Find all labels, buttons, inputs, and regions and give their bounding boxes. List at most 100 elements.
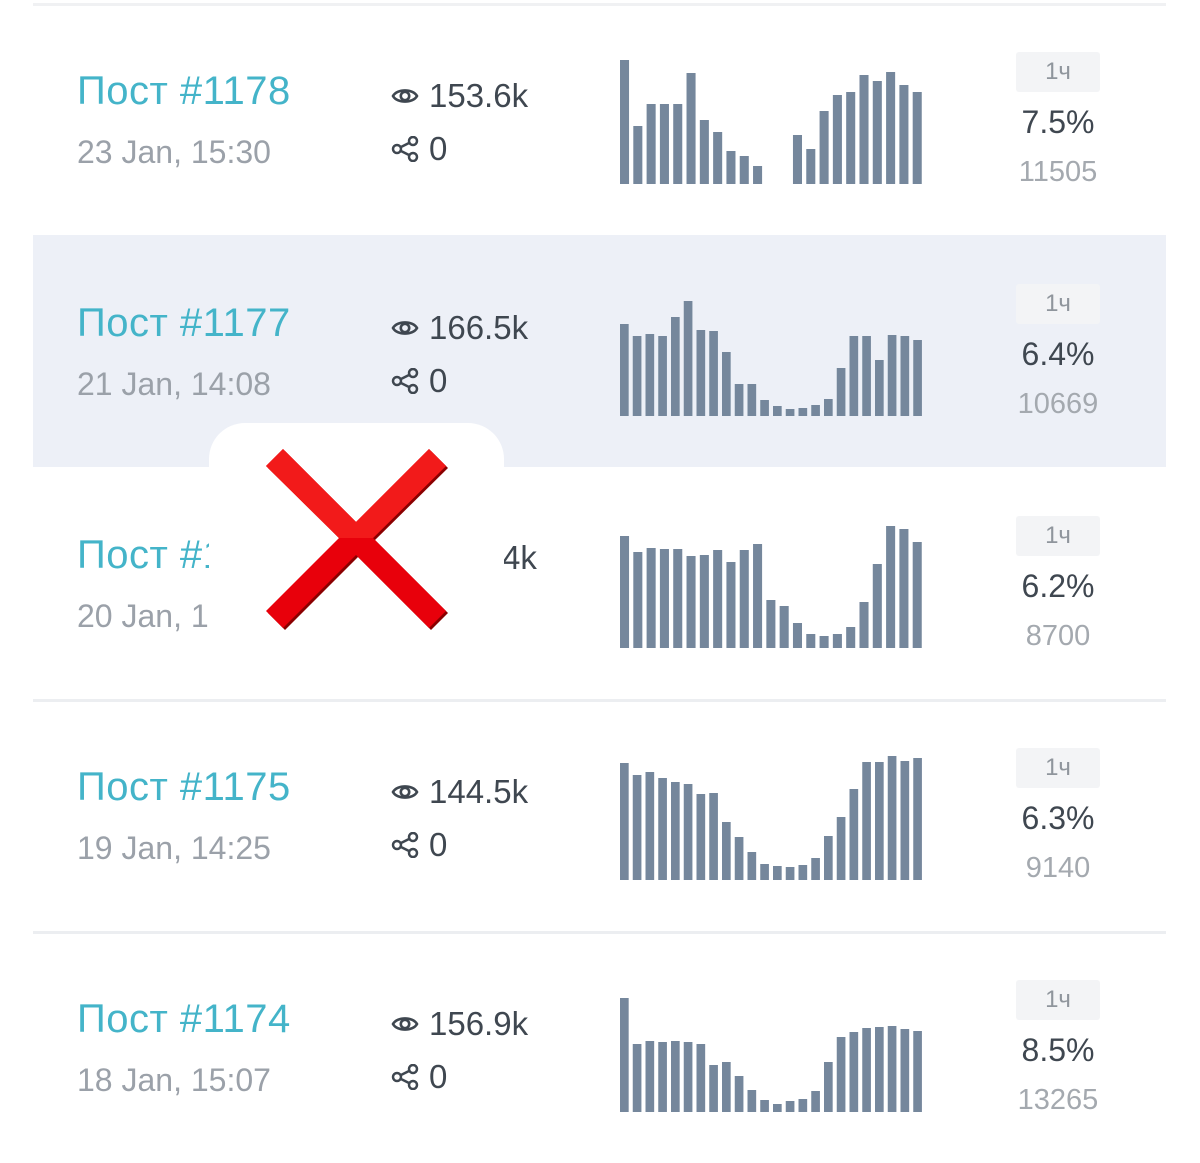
spark-bar [683,784,693,880]
views-count: 166.5k [391,309,528,347]
post-row[interactable]: Пост #1178 23 Jan, 15:30 153.6k 0 1ч 7.5% 1150… [33,3,1166,235]
spark-bar [699,555,709,648]
spark-bar [673,549,683,648]
spark-bar [683,1042,693,1112]
spark-bar [658,336,667,416]
spark-bar [773,866,782,880]
spark-bar [862,336,871,416]
spark-bar [875,360,884,416]
spark-bar [887,1026,897,1112]
reach-count: 10669 [1017,388,1099,420]
spark-bar [912,542,922,648]
spark-bar [846,92,856,184]
spark-bar [792,623,803,648]
spark-bar [872,564,882,648]
eye-icon [391,321,419,335]
spark-bar [846,627,856,648]
spark-bar [696,794,706,880]
spark-bar [913,340,922,416]
post-date: 23 Jan, 15:30 [77,134,271,170]
spark-bar [811,1091,820,1112]
top-divider [33,3,1166,6]
spark-bar [824,399,833,416]
spark-bar [792,135,803,184]
reach-count: 11505 [1018,156,1098,188]
spark-bar [875,762,884,880]
spark-bar [862,1028,871,1112]
spark-bar [645,1041,655,1112]
spark-bar [849,789,859,880]
spark-bar [671,1041,680,1112]
post-row[interactable]: Пост #1177 21 Jan, 14:08 166.5k 0 1ч 6.4% 1066… [33,235,1166,467]
spark-bar [696,1044,706,1112]
spark-bar [620,763,629,880]
views-sparkline [620,60,922,184]
period-badge: 1ч [1016,748,1100,788]
post-row[interactable]: Пост #1176 20 Jan, 1 4k 1ч 6.2% 8700 [33,467,1166,702]
spark-bar [709,793,718,880]
spark-bar [779,606,789,648]
period-badge: 1ч [1016,980,1100,1020]
views-count: 144.5k [391,773,528,811]
spark-bar [747,1090,757,1112]
eye-icon [391,785,419,799]
spark-bar [806,149,816,184]
spark-bar [753,166,763,184]
engagement-percent: 6.4% [1021,336,1095,372]
reach-count: 8700 [1025,620,1091,652]
spark-bar [836,368,846,416]
spark-bar [659,549,669,648]
shares-count: 0 [391,130,447,168]
spark-bar [645,334,655,416]
views-sparkline [620,526,922,648]
eye-icon [391,1017,419,1031]
post-date: 20 Jan, 1 [77,598,209,634]
post-title[interactable]: Пост #1175 [77,765,291,809]
post-row[interactable]: Пост #1174 18 Jan, 15:07 156.9k 0 1ч 8.5% 1326… [33,931,1166,1163]
engagement-percent: 6.3% [1021,800,1095,836]
spark-bar [671,782,680,880]
spark-bar [875,1027,884,1112]
spark-bar [887,335,897,416]
spark-bar [859,75,869,184]
shares-value: 0 [429,362,448,399]
spark-bar [849,336,859,416]
spark-bar [671,317,680,416]
spark-bar [806,634,816,648]
spark-bar [633,552,643,648]
spark-bar [913,758,922,880]
spark-bar [686,73,696,184]
post-date: 21 Jan, 14:08 [77,366,271,402]
spark-bar [686,556,696,648]
shares-count: 0 [391,1058,447,1096]
spark-bar [747,384,757,416]
reach-count: 13265 [1017,1084,1099,1116]
post-title[interactable]: Пост #1178 [77,69,291,113]
shares-count: 0 [391,362,447,400]
post-title[interactable]: Пост #1177 [77,301,291,345]
spark-bar [798,865,808,880]
spark-bar [673,104,683,184]
share-icon [391,368,419,394]
share-icon [391,1064,419,1090]
spark-bar [824,1062,833,1112]
spark-bar [632,1044,642,1112]
spark-bar [832,634,842,648]
spark-bar [713,550,723,648]
spark-bar [760,864,769,880]
post-title[interactable]: Пост #1174 [77,997,291,1041]
spark-bar [633,126,643,184]
views-count: 153.6k [391,77,528,115]
spark-bar [900,761,910,880]
spark-bar [658,778,667,880]
spark-bar [734,1076,744,1112]
post-row[interactable]: Пост #1175 19 Jan, 14:25 144.5k 0 1ч 6.3% 9140 [33,699,1166,934]
spark-bar [620,324,629,416]
spark-bar [899,85,909,184]
spark-bar [886,72,896,184]
spark-bar [699,120,709,184]
spark-bar [683,301,693,416]
spark-bar [819,111,829,184]
spark-bar [620,998,629,1112]
spark-bar [862,762,871,880]
